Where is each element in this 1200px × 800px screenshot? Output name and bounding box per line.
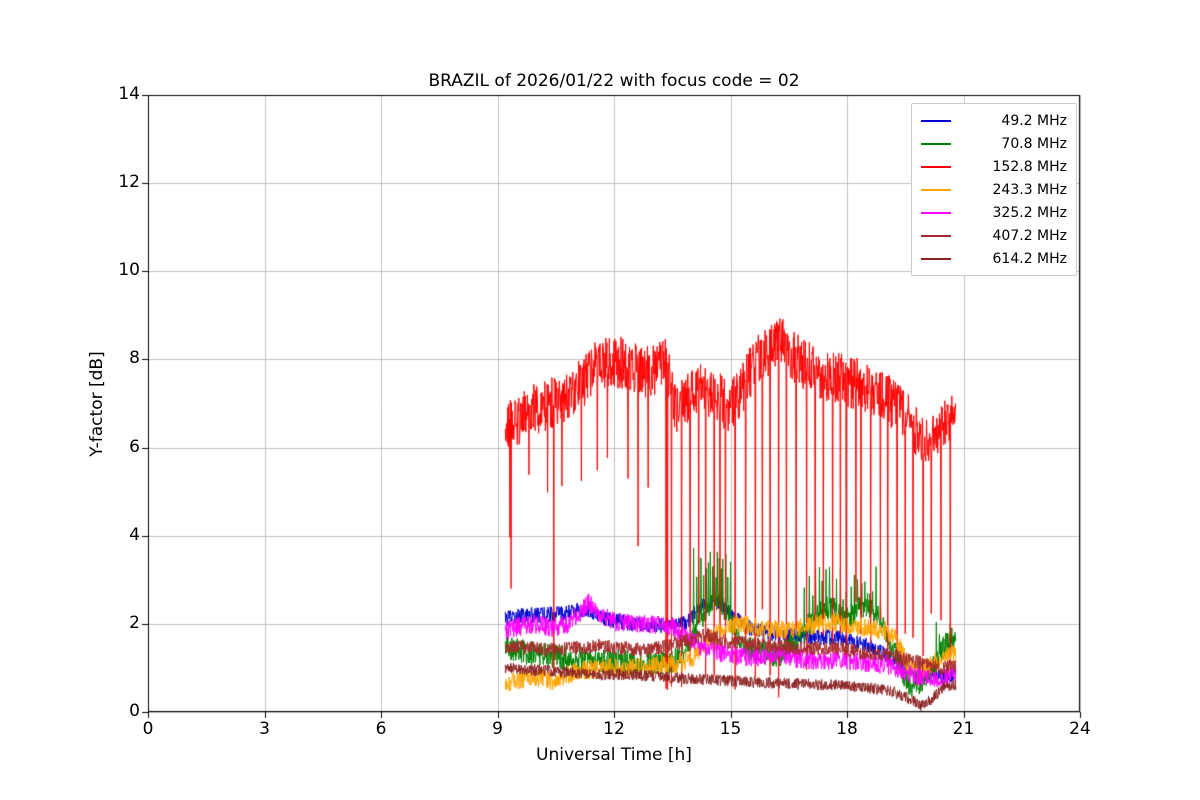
legend: 49.2 MHz 70.8 MHz 152.8 MHz 243.3 MHz 325.2 … xyxy=(911,103,1077,276)
legend-label: 614.2 MHz xyxy=(992,250,1067,267)
x-tick-label: 9 xyxy=(492,719,503,739)
x-tick-label: 21 xyxy=(952,719,975,739)
legend-entry: 152.8 MHz xyxy=(921,155,1067,178)
x-tick-label: 15 xyxy=(719,719,742,739)
legend-entry: 407.2 MHz xyxy=(921,224,1067,247)
y-tick-label: 8 xyxy=(129,348,140,369)
y-tick-label: 0 xyxy=(129,701,140,721)
x-tick-label: 24 xyxy=(1069,719,1091,739)
legend-line-swatch xyxy=(921,165,951,168)
legend-entry: 70.8 MHz xyxy=(921,132,1067,155)
y-tick-label: 14 xyxy=(118,84,140,104)
legend-line-swatch xyxy=(921,119,951,122)
y-tick-label: 10 xyxy=(118,260,140,281)
y-tick-label: 12 xyxy=(118,172,140,193)
x-tick-label: 3 xyxy=(259,719,270,739)
y-tick-label: 6 xyxy=(129,436,140,457)
y-tick-label: 4 xyxy=(129,524,140,545)
legend-label: 49.2 MHz xyxy=(1001,112,1067,129)
legend-entry: 49.2 MHz xyxy=(921,109,1067,132)
chart-title: BRAZIL of 2026/01/22 with focus code = 0… xyxy=(428,71,800,91)
legend-entry: 243.3 MHz xyxy=(921,178,1067,201)
legend-label: 70.8 MHz xyxy=(1001,135,1067,152)
legend-entry: 614.2 MHz xyxy=(921,247,1067,270)
legend-line-swatch xyxy=(921,142,951,145)
legend-label: 325.2 MHz xyxy=(992,204,1067,221)
x-tick-label: 0 xyxy=(142,719,154,739)
legend-label: 152.8 MHz xyxy=(992,158,1067,175)
legend-line-swatch xyxy=(921,234,951,237)
x-tick-label: 18 xyxy=(836,719,858,739)
legend-line-swatch xyxy=(921,188,951,191)
x-tick-label: 6 xyxy=(375,719,387,739)
legend-line-swatch xyxy=(921,257,951,260)
legend-label: 407.2 MHz xyxy=(992,227,1067,244)
y-tick-label: 2 xyxy=(129,612,140,633)
legend-label: 243.3 MHz xyxy=(992,181,1067,198)
legend-entry: 325.2 MHz xyxy=(921,201,1067,224)
legend-line-swatch xyxy=(921,211,951,214)
x-axis-label: Universal Time [h] xyxy=(536,745,692,765)
x-tick-label: 12 xyxy=(603,719,625,739)
